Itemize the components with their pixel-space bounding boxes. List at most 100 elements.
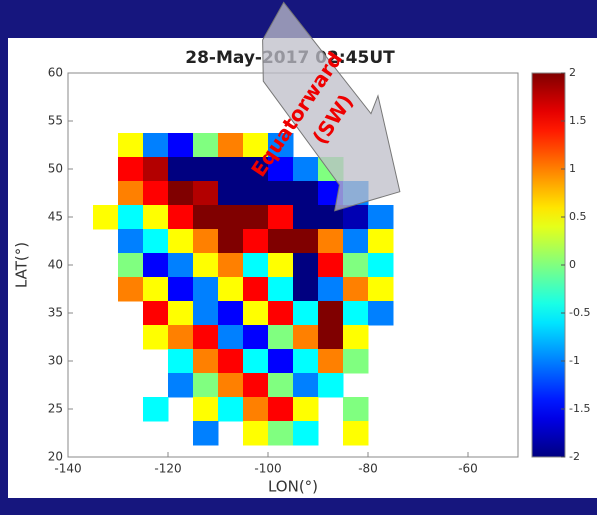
cell — [243, 301, 269, 326]
cell — [243, 421, 269, 446]
heatmap — [93, 133, 394, 446]
cell — [143, 133, 169, 158]
cell — [293, 181, 319, 206]
cell — [118, 181, 144, 206]
cell — [268, 277, 294, 302]
cell — [193, 397, 219, 422]
colorbar-tick-label: 0.5 — [569, 210, 587, 223]
y-tick-label: 20 — [48, 450, 63, 464]
x-tick-label: -80 — [358, 462, 378, 476]
cell — [243, 157, 269, 182]
cell — [193, 301, 219, 326]
cell — [318, 373, 344, 398]
cell — [318, 229, 344, 254]
cell — [268, 205, 294, 230]
cell — [243, 205, 269, 230]
x-tick-label: -140 — [54, 462, 81, 476]
cell — [143, 181, 169, 206]
cell — [293, 397, 319, 422]
cell — [293, 421, 319, 446]
cell — [193, 157, 219, 182]
cell — [343, 349, 369, 374]
cell — [318, 277, 344, 302]
cell — [143, 205, 169, 230]
cell — [218, 397, 244, 422]
cell — [168, 133, 194, 158]
cell — [143, 253, 169, 278]
cell — [218, 253, 244, 278]
cell — [268, 157, 294, 182]
cell — [243, 325, 269, 350]
cell — [168, 277, 194, 302]
cell — [168, 157, 194, 182]
cell — [293, 301, 319, 326]
cell — [143, 397, 169, 422]
y-tick-label: 50 — [48, 162, 63, 176]
cell — [193, 181, 219, 206]
cell — [218, 301, 244, 326]
cell — [268, 373, 294, 398]
cell — [293, 253, 319, 278]
colorbar-tick-label: -1.5 — [569, 402, 590, 415]
y-tick-label: 60 — [48, 66, 63, 80]
cell — [293, 325, 319, 350]
cell — [168, 301, 194, 326]
cell — [368, 205, 394, 230]
cell — [218, 229, 244, 254]
y-tick-label: 40 — [48, 258, 63, 272]
cell — [93, 205, 119, 230]
cell — [193, 205, 219, 230]
colorbar-tick-label: 1 — [569, 162, 576, 175]
cell — [118, 205, 144, 230]
cell — [268, 181, 294, 206]
cell — [268, 253, 294, 278]
cell — [118, 253, 144, 278]
cell — [293, 229, 319, 254]
colorbar-tick-label: 0 — [569, 258, 576, 271]
cell — [168, 373, 194, 398]
cell — [218, 277, 244, 302]
cell — [218, 373, 244, 398]
cell — [368, 229, 394, 254]
cell — [243, 349, 269, 374]
x-tick-label: -100 — [254, 462, 281, 476]
cell — [193, 373, 219, 398]
colorbar-tick-label: -0.5 — [569, 306, 590, 319]
y-axis-label: LAT(°) — [13, 242, 31, 288]
cell — [243, 181, 269, 206]
cell — [193, 277, 219, 302]
colorbar-tick-label: -2 — [569, 450, 580, 463]
cell — [318, 301, 344, 326]
cell — [243, 253, 269, 278]
cell — [293, 205, 319, 230]
cell — [293, 373, 319, 398]
cell — [343, 325, 369, 350]
cell — [143, 229, 169, 254]
cell — [268, 133, 294, 158]
cell — [343, 301, 369, 326]
cell — [343, 277, 369, 302]
cell — [193, 229, 219, 254]
y-tick-label: 55 — [48, 114, 63, 128]
cell — [318, 253, 344, 278]
cell — [368, 277, 394, 302]
cell — [268, 349, 294, 374]
cell — [268, 301, 294, 326]
cell — [268, 229, 294, 254]
cell — [143, 301, 169, 326]
cell — [268, 325, 294, 350]
y-tick-label: 25 — [48, 402, 63, 416]
cell — [218, 157, 244, 182]
colorbar-tick-label: 2 — [569, 66, 576, 79]
cell — [168, 349, 194, 374]
cell — [143, 157, 169, 182]
x-tick-label: -60 — [458, 462, 478, 476]
cell — [218, 181, 244, 206]
cell — [293, 157, 319, 182]
cell — [318, 325, 344, 350]
cell — [193, 421, 219, 446]
cell — [343, 397, 369, 422]
x-axis-label: LON(°) — [268, 478, 318, 496]
